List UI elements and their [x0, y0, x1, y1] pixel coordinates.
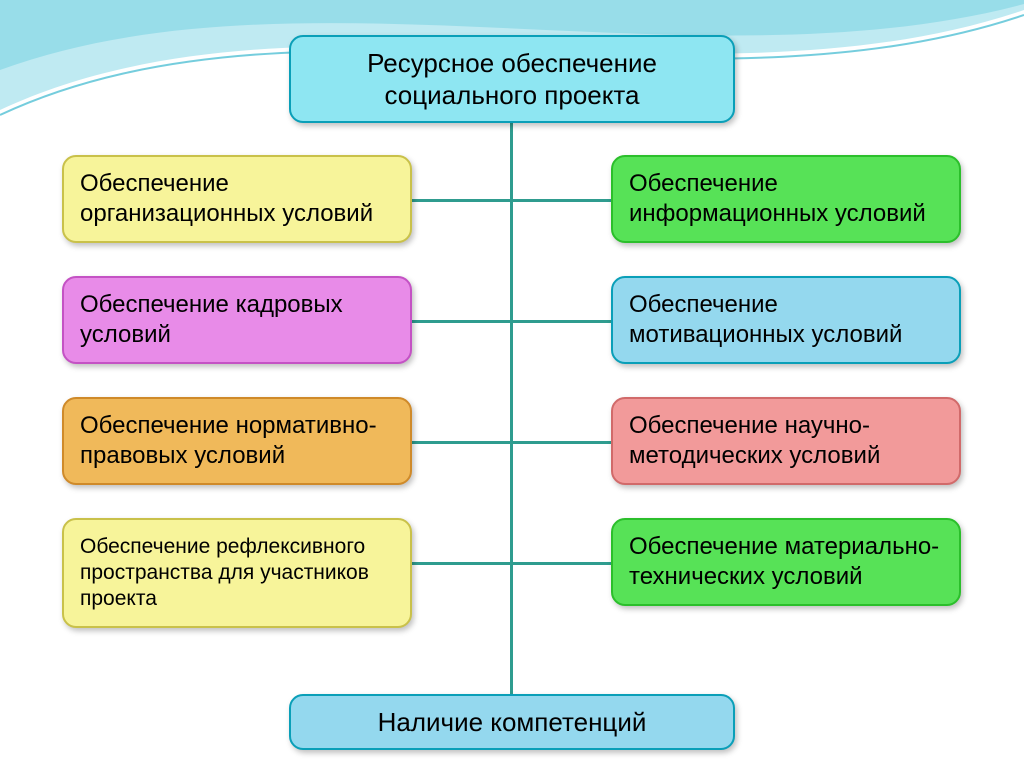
right-node-4-label: Обеспечение материально-технических усло…: [629, 532, 943, 592]
bottom-node: Наличие компетенций: [289, 694, 735, 750]
connector-line: [411, 441, 611, 444]
right-node-4: Обеспечение материально-технических усло…: [611, 518, 961, 606]
root-label: Ресурсное обеспечение социального проект…: [307, 47, 717, 112]
right-node-3: Обеспечение научно-методических условий: [611, 397, 961, 485]
left-node-1: Обеспечение организационных условий: [62, 155, 412, 243]
left-node-4: Обеспечение рефлексивного пространства д…: [62, 518, 412, 628]
connector-line: [411, 199, 611, 202]
root-node: Ресурсное обеспечение социального проект…: [289, 35, 735, 123]
left-node-3: Обеспечение нормативно-правовых условий: [62, 397, 412, 485]
right-node-3-label: Обеспечение научно-методических условий: [629, 411, 943, 471]
right-node-1: Обеспечение информационных условий: [611, 155, 961, 243]
left-node-3-label: Обеспечение нормативно-правовых условий: [80, 411, 394, 471]
left-node-1-label: Обеспечение организационных условий: [80, 169, 394, 229]
right-node-2-label: Обеспечение мотивационных условий: [629, 290, 943, 350]
connector-line: [411, 562, 611, 565]
right-node-2: Обеспечение мотивационных условий: [611, 276, 961, 364]
connector-line: [411, 320, 611, 323]
left-node-2: Обеспечение кадровых условий: [62, 276, 412, 364]
left-node-2-label: Обеспечение кадровых условий: [80, 290, 394, 350]
left-node-4-label: Обеспечение рефлексивного пространства д…: [80, 534, 394, 613]
connector-line: [510, 122, 513, 695]
right-node-1-label: Обеспечение информационных условий: [629, 169, 943, 229]
bottom-label: Наличие компетенций: [378, 706, 647, 739]
